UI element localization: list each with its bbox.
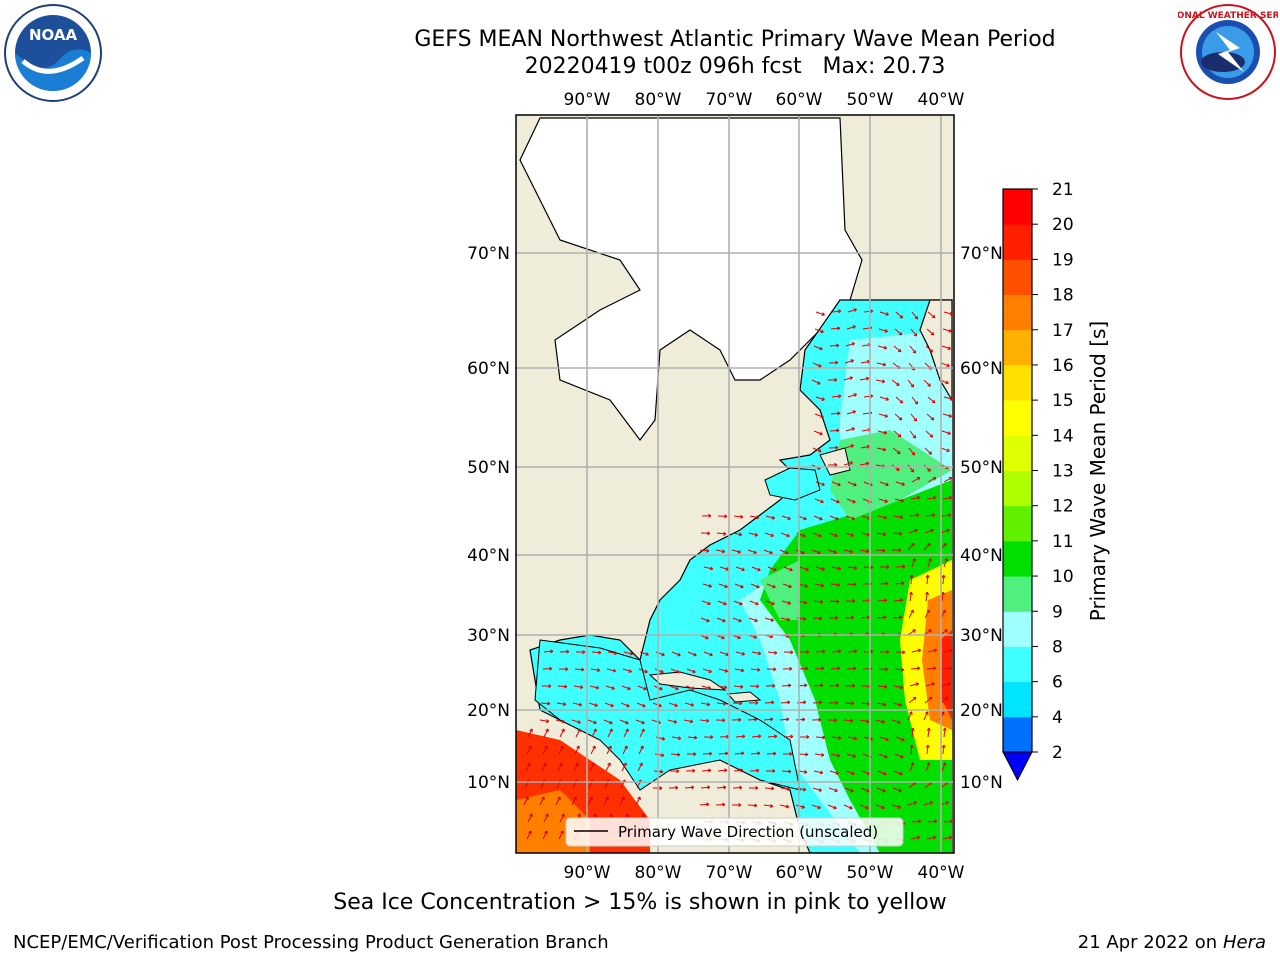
colorbar-segment: [1003, 505, 1032, 542]
colorbar-segment: [1003, 364, 1032, 401]
hispaniola: [726, 691, 762, 703]
lat-label: 40°N: [467, 546, 510, 566]
lon-label: 40°W: [918, 90, 965, 110]
colorbar-tick-label: 4: [1052, 708, 1063, 728]
lon-label: 90°W: [564, 863, 611, 883]
colorbar-segment: [1003, 259, 1032, 296]
lon-label: 50°W: [847, 90, 894, 110]
date-stamp: 21 Apr 2022 on Hera: [1078, 932, 1266, 953]
colorbar-segment: [1003, 189, 1032, 225]
newfoundland: [819, 447, 851, 476]
lat-label: 70°N: [960, 244, 1003, 264]
legend-label: Primary Wave Direction (unscaled): [618, 823, 878, 841]
lat-label: 30°N: [467, 626, 510, 646]
colorbar-tick-label: 8: [1052, 637, 1063, 657]
lon-label: 50°W: [847, 863, 894, 883]
lat-label: 30°N: [960, 626, 1003, 646]
colorbar-segment: [1003, 611, 1032, 647]
lon-label: 70°W: [706, 90, 753, 110]
lat-label: 10°N: [960, 773, 1003, 793]
colorbar-tick-label: 13: [1052, 462, 1074, 482]
ocean-lightgreen: [760, 430, 952, 620]
colorbar-extend: [1002, 751, 1033, 782]
map-frame: [515, 114, 955, 854]
lat-label: 10°N: [467, 773, 510, 793]
colorbar-segment: [1003, 435, 1032, 471]
colorbar-segment: [1003, 716, 1032, 753]
colorbar-tick-label: 20: [1052, 215, 1074, 235]
gulf-st-lawrence: [764, 467, 821, 501]
colorbar-segment: [1003, 681, 1032, 718]
colorbar-segment: [1003, 540, 1032, 577]
colorbar-segment: [1003, 400, 1032, 436]
colorbar-tick-label: 19: [1052, 250, 1074, 270]
colorbar-tick-label: 6: [1052, 673, 1063, 693]
colorbar-tick-label: 12: [1052, 497, 1074, 517]
lat-label: 50°N: [467, 458, 510, 478]
colorbar-segment: [1003, 576, 1032, 612]
chart-title: GEFS MEAN Northwest Atlantic Primary Wav…: [414, 27, 1056, 52]
lat-label: 40°N: [960, 546, 1003, 566]
date-text: 21 Apr 2022 on: [1077, 932, 1223, 953]
graticule: [516, 115, 954, 853]
ocean-green: [760, 480, 952, 853]
noaa-logo-text: NOAA: [29, 26, 78, 44]
caribbean-sea: [534, 639, 801, 791]
lon-label: 80°W: [635, 90, 682, 110]
colorbar-tick-label: 16: [1052, 356, 1074, 376]
colorbar-segment: [1003, 224, 1032, 260]
nws-logo: NATIONAL WEATHER SERVICE: [1178, 4, 1278, 100]
ocean-peak-period: [940, 630, 952, 720]
lat-label: 60°N: [960, 359, 1003, 379]
colorbar-tick-label: 14: [1052, 426, 1074, 446]
colorbar-segment: [1003, 294, 1032, 331]
lat-label: 70°N: [467, 244, 510, 264]
credit-line: NCEP/EMC/Verification Post Processing Pr…: [13, 932, 609, 953]
colorbar-segment: [1003, 329, 1032, 366]
lon-label: 90°W: [564, 90, 611, 110]
lat-label: 20°N: [960, 701, 1003, 721]
colorbar-label: Primary Wave Mean Period [s]: [1086, 321, 1110, 622]
lon-label: 60°W: [776, 90, 823, 110]
lat-label: 60°N: [467, 359, 510, 379]
colorbar-tick-label: 15: [1052, 391, 1074, 411]
lat-label: 50°N: [960, 458, 1003, 478]
colorbar-tick-label: 11: [1052, 532, 1074, 552]
noaa-logo: NOAA: [4, 4, 102, 102]
lon-label: 80°W: [635, 863, 682, 883]
lon-label: 40°W: [918, 863, 965, 883]
cuba: [648, 671, 727, 691]
colorbar-tick-label: 17: [1052, 321, 1074, 341]
colorbar-tick-label: 18: [1052, 286, 1074, 306]
colorbar-tick-label: 2: [1052, 743, 1063, 763]
sea-ice-note: Sea Ice Concentration > 15% is shown in …: [333, 890, 947, 915]
svg-text:NATIONAL WEATHER SERVICE: NATIONAL WEATHER SERVICE: [1178, 11, 1278, 21]
colorbar: 2 4 6 8 9 10 11 12 13 14 15 16 17 18 19 20 21: [1002, 180, 1074, 782]
colorbar-segment: [1003, 646, 1032, 683]
lon-label: 60°W: [776, 863, 823, 883]
lon-label: 70°W: [706, 863, 753, 883]
chart-subtitle: 20220419 t00z 096h fcst Max: 20.73: [524, 54, 946, 79]
colorbar-segment: [1003, 470, 1032, 507]
colorbar-tick-label: 21: [1052, 180, 1074, 200]
wave-direction-arrows: [523, 308, 954, 844]
colorbar-tick-label: 9: [1052, 602, 1063, 622]
colorbar-tick-label: 10: [1052, 567, 1074, 587]
machine-name: Hera: [1222, 932, 1266, 953]
lat-label: 20°N: [467, 701, 510, 721]
map-legend: Primary Wave Direction (unscaled): [565, 817, 904, 847]
